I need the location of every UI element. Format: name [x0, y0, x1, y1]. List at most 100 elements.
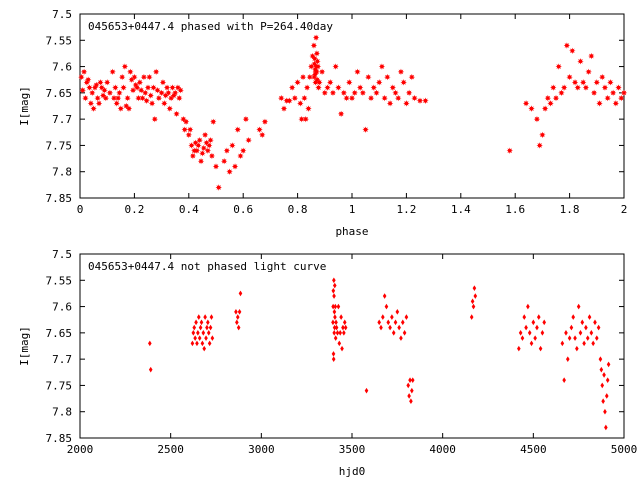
- unphased-y-tick-label: 7.75: [46, 379, 73, 392]
- data-point: [527, 330, 532, 336]
- data-point: [604, 393, 609, 399]
- data-point: [306, 73, 314, 81]
- data-point: [524, 324, 528, 331]
- data-point: [598, 356, 603, 362]
- data-point: [236, 324, 241, 331]
- data-point: [259, 131, 266, 139]
- data-point: [182, 118, 190, 125]
- data-point: [155, 94, 163, 102]
- data-point: [129, 87, 137, 94]
- data-point: [193, 335, 197, 341]
- data-point: [197, 335, 202, 341]
- data-point: [520, 335, 525, 341]
- data-point: [404, 314, 409, 320]
- data-point: [148, 340, 152, 347]
- data-point: [313, 50, 321, 57]
- data-point: [208, 324, 213, 331]
- data-point: [117, 105, 124, 112]
- data-point: [332, 324, 337, 331]
- data-point: [552, 94, 560, 102]
- data-point: [102, 94, 110, 102]
- data-point: [364, 387, 369, 394]
- phased-y-tick-label: 7.7: [52, 113, 72, 126]
- phased-x-tick-label: 0.2: [124, 203, 144, 216]
- data-point: [378, 63, 386, 70]
- data-point: [340, 89, 348, 97]
- phased-x-tick-label: 0: [77, 203, 84, 216]
- data-point: [331, 288, 336, 294]
- data-point: [388, 324, 392, 331]
- data-point: [595, 335, 599, 341]
- data-point: [238, 290, 243, 297]
- unphased-data-points: [148, 277, 611, 431]
- data-point: [601, 398, 605, 404]
- phased-x-tick-label: 0.8: [288, 203, 308, 216]
- data-point: [332, 293, 336, 299]
- data-point: [118, 73, 126, 81]
- data-point: [294, 79, 301, 86]
- data-point: [116, 89, 123, 97]
- data-point: [261, 118, 269, 125]
- data-point: [245, 136, 252, 144]
- data-point: [177, 87, 184, 94]
- data-point: [410, 377, 415, 383]
- data-point: [198, 324, 203, 331]
- data-point: [220, 158, 228, 165]
- data-point: [340, 345, 344, 352]
- data-point: [580, 79, 587, 86]
- data-point: [148, 366, 153, 373]
- data-point: [386, 319, 391, 326]
- data-point: [562, 377, 566, 383]
- data-point: [327, 79, 334, 86]
- data-point: [399, 335, 403, 341]
- data-point: [585, 68, 592, 76]
- data-point: [80, 68, 88, 76]
- data-point: [185, 131, 192, 139]
- data-point: [200, 340, 205, 347]
- data-point: [312, 34, 320, 41]
- data-point: [237, 152, 244, 160]
- data-point: [620, 89, 628, 97]
- data-point: [206, 142, 213, 149]
- phased-y-axis-label: I[mag]: [18, 86, 31, 126]
- data-point: [593, 79, 600, 86]
- data-point: [566, 73, 573, 81]
- data-point: [163, 84, 171, 91]
- unphased-x-tick-label: 4000: [429, 443, 456, 456]
- data-point: [297, 100, 304, 107]
- data-point: [373, 89, 380, 97]
- data-point: [395, 309, 400, 315]
- data-point: [201, 330, 206, 336]
- data-point: [506, 147, 513, 154]
- data-point: [191, 330, 196, 336]
- data-point: [226, 168, 233, 175]
- data-point: [101, 87, 108, 94]
- data-point: [195, 340, 199, 347]
- data-point: [303, 84, 311, 91]
- data-point: [588, 52, 595, 60]
- data-point: [587, 314, 592, 320]
- data-point: [305, 105, 312, 112]
- data-point: [286, 97, 293, 104]
- data-point: [332, 309, 337, 315]
- phased-chart-title: 045653+0447.4 phased with P=264.40day: [88, 20, 333, 33]
- data-point: [604, 424, 608, 431]
- data-point: [104, 79, 111, 86]
- data-point: [120, 84, 127, 91]
- data-point: [522, 314, 527, 320]
- data-point: [343, 94, 350, 102]
- data-point: [235, 319, 239, 326]
- unphased-x-tick-label: 2500: [157, 443, 184, 456]
- data-point: [200, 144, 207, 152]
- unphased-chart-title: 045653+0447.4 not phased light curve: [88, 260, 326, 273]
- data-point: [569, 324, 574, 331]
- unphased-x-tick-label: 2000: [67, 443, 94, 456]
- data-point: [354, 68, 361, 76]
- unphased-x-tick-label: 4500: [520, 443, 547, 456]
- phased-x-tick-label: 2: [621, 203, 628, 216]
- data-point: [563, 42, 571, 49]
- unphased-y-tick-label: 7.8: [52, 406, 72, 419]
- data-point: [351, 89, 358, 97]
- data-point: [555, 63, 562, 70]
